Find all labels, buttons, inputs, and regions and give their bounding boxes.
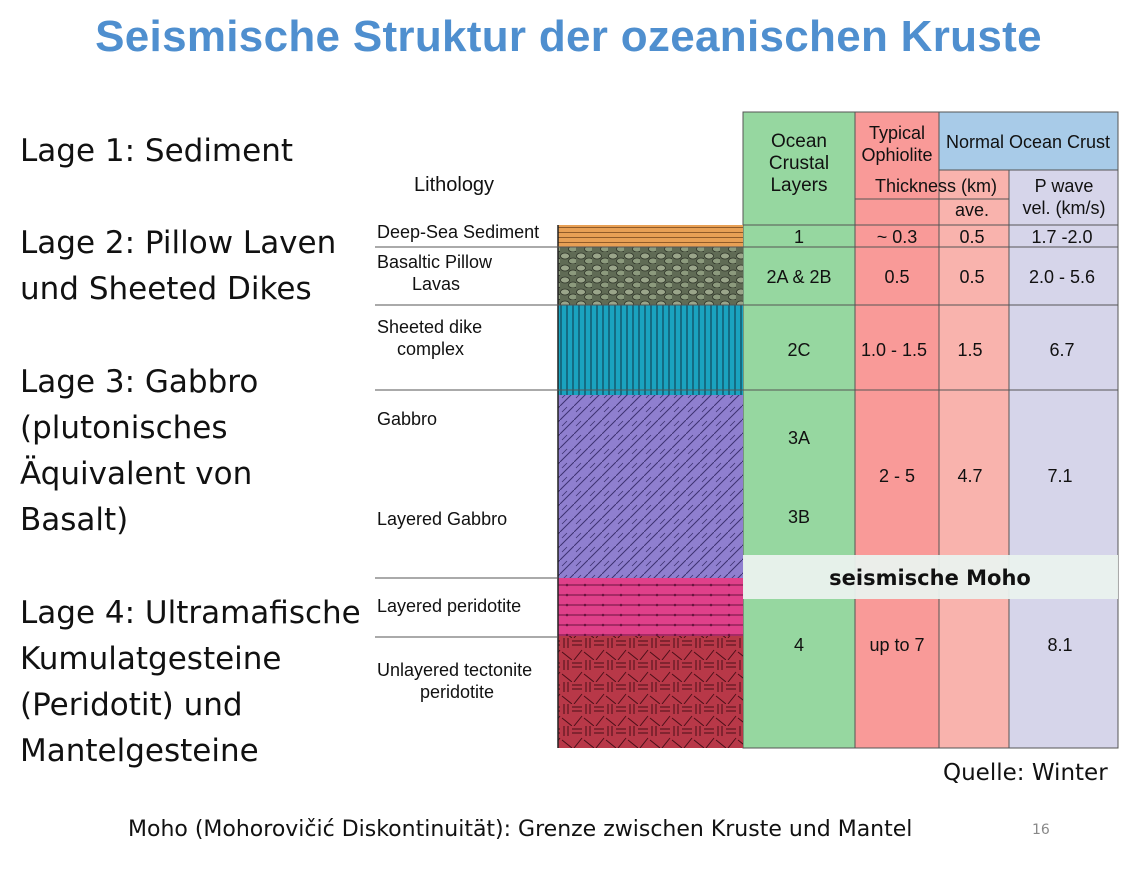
moho-band (743, 555, 1118, 599)
layer-4-line: Kumulatgesteine (20, 641, 282, 677)
layered-peridotite-layer (558, 578, 743, 636)
slide-title: Seismische Struktur der ozeanischen Krus… (95, 12, 1042, 61)
lith-label: Sheeted dike (377, 317, 482, 337)
pwave-column (1008, 169, 1119, 749)
cell: 8.1 (1047, 635, 1072, 655)
lith-label: Layered peridotite (377, 596, 521, 616)
cell: 3B (788, 507, 810, 527)
layer-1-text: Lage 1: Sediment (20, 128, 293, 174)
lith-label: peridotite (420, 682, 494, 702)
cell: 2C (787, 340, 810, 360)
pwave-header: vel. (km/s) (1023, 198, 1106, 218)
cell: up to 7 (869, 635, 924, 655)
ocean-column (742, 111, 856, 749)
cell: 4.7 (957, 466, 982, 486)
layer-4-text: Lage 4: Ultramafische Kumulatgesteine (P… (20, 590, 361, 774)
cell: 1.7 -2.0 (1031, 227, 1092, 247)
cell: 7.1 (1047, 466, 1072, 486)
ophiolite-header: Ophiolite (861, 145, 932, 165)
cell: 6.7 (1049, 340, 1074, 360)
ocean-header: Crustal (769, 153, 829, 174)
sediment-layer (558, 225, 743, 247)
layer-4-line: Lage 4: Ultramafische (20, 595, 361, 631)
cell: 0.5 (959, 227, 984, 247)
cell: 4 (794, 635, 804, 655)
layer-2-line: Lage 2: Pillow Laven (20, 225, 337, 261)
normal-crust-header-label: Normal Ocean Crust (946, 132, 1110, 152)
layer-3-line: Basalt) (20, 502, 129, 538)
sheeted-dike-layer (558, 305, 743, 395)
layer-1-line: Lage 1: Sediment (20, 133, 294, 169)
cell: 3A (788, 428, 810, 448)
moho-footnote: Moho (Mohorovičić Diskontinuität): Grenz… (128, 817, 913, 842)
lith-label: Lavas (412, 274, 460, 294)
lith-label: Layered Gabbro (377, 509, 507, 529)
ophiolite-column (854, 111, 940, 749)
gabbro-layer (558, 395, 743, 578)
ocean-header: Layers (770, 175, 827, 196)
lith-label: Gabbro (377, 409, 437, 429)
thickness-header: Thickness (km) (875, 176, 997, 196)
layer-3-line: Lage 3: Gabbro (20, 364, 259, 400)
moho-label: seismische Moho (829, 566, 1031, 590)
cell: 0.5 (959, 267, 984, 287)
tectonite-peridotite-layer (558, 636, 743, 748)
cell: 1.0 - 1.5 (861, 340, 927, 360)
ophiolite-header: Typical (869, 123, 925, 143)
cell: 2A & 2B (766, 267, 831, 287)
layer-2-line: und Sheeted Dikes (20, 271, 312, 307)
cell: 2 - 5 (879, 466, 915, 486)
page-number: 16 (1032, 822, 1050, 838)
cell: 1 (794, 227, 804, 247)
lith-label: Deep-Sea Sediment (377, 222, 539, 242)
cell: 2.0 - 5.6 (1029, 267, 1095, 287)
cell: 1.5 (957, 340, 982, 360)
pillow-lava-layer (558, 247, 743, 305)
lith-label: complex (397, 339, 464, 359)
lithology-header: Lithology (414, 174, 494, 196)
layer-4-line: (Peridotit) und (20, 687, 243, 723)
ave-header: ave. (955, 200, 989, 220)
ocean-header: Ocean (771, 131, 827, 152)
cell: 0.5 (884, 267, 909, 287)
lith-label: Unlayered tectonite (377, 660, 532, 680)
cell: ~ 0.3 (877, 227, 918, 247)
layer-3-text: Lage 3: Gabbro (plutonisches Äquivalent … (20, 359, 258, 543)
lith-label: Basaltic Pillow (377, 252, 493, 272)
pwave-header: P wave (1035, 176, 1094, 196)
source-credit: Quelle: Winter (943, 760, 1108, 786)
layer-4-line: Mantelgesteine (20, 733, 259, 769)
layer-2-text: Lage 2: Pillow Laven und Sheeted Dikes (20, 220, 336, 312)
normal-crust-header (938, 111, 1119, 171)
layer-3-line: Äquivalent von (20, 456, 253, 492)
layer-3-line: (plutonisches (20, 410, 228, 446)
ave-column (938, 169, 1010, 749)
